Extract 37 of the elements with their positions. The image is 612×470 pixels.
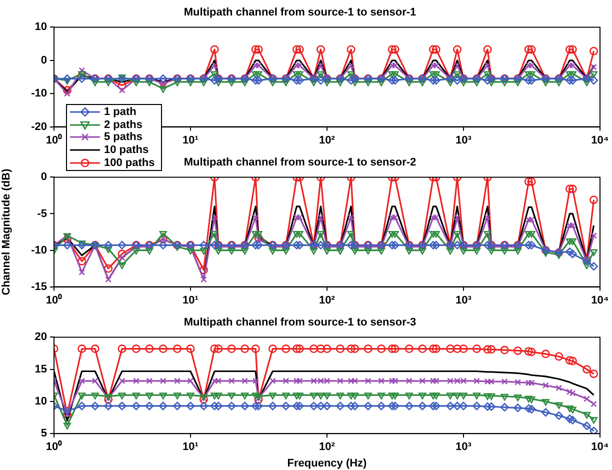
y-tick-label: 5 [40,428,47,440]
y-tick-label: 10 [34,21,47,34]
x-tick-label: 10² [319,134,336,146]
x-tick-label: 10¹ [182,294,199,306]
y-tick-label: -10 [31,244,47,256]
x-axis-title: Frequency (Hz) [287,457,368,470]
y-tick-label: 0 [40,54,47,66]
y-tick-label: -10 [31,88,47,100]
x-tick-label: 10² [319,294,336,306]
x-tick-label: 10⁴ [591,441,609,454]
legend-label: 2 paths [104,118,143,131]
x-tick-label: 10⁴ [591,294,609,306]
x-tick-label: 10⁰ [46,133,62,146]
x-tick-label: 10³ [456,134,472,146]
y-tick-label: -15 [31,280,47,293]
chart-title: Multipath channel from source-1 to sensor-1 [184,6,416,19]
y-tick-label: 20 [34,331,47,344]
x-tick-label: 10⁰ [46,293,62,306]
x-tick-label: 10⁰ [46,440,62,454]
x-tick-label: 10⁴ [591,134,609,146]
chart-title: Multipath channel from source-1 to sensor-3 [184,316,416,329]
chart-title: Multipath channel from source-1 to sensor-2 [184,156,416,169]
y-tick-label: 10 [34,396,47,408]
x-tick-label: 10² [319,441,336,454]
legend-label: 10 paths [104,144,149,156]
y-tick-label: -5 [37,208,47,220]
x-tick-label: 10³ [456,294,472,306]
y-axis-title: Channel Magnitude (dB) [0,168,13,296]
x-tick-label: 10¹ [182,134,199,146]
y-tick-label: 0 [40,171,47,184]
legend-label: 5 paths [104,131,143,144]
x-tick-label: 10¹ [182,441,199,454]
legend-label: 100 paths [104,156,155,169]
legend-label: 1 path [104,106,136,118]
y-tick-label: 15 [34,363,47,376]
x-tick-label: 10³ [456,441,472,454]
y-tick-label: -20 [31,120,47,133]
